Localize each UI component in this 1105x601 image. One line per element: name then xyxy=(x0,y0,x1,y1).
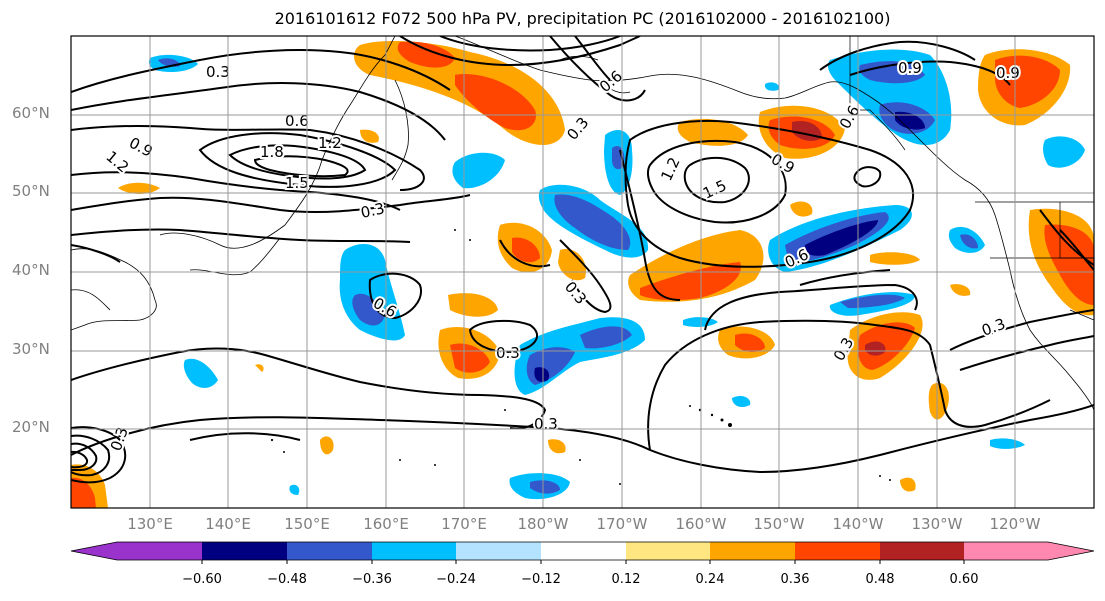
lon-label: 160°W xyxy=(675,515,727,533)
colorbar-segment xyxy=(1048,542,1094,560)
lat-label: 50°N xyxy=(12,182,50,200)
contour-label: 0.3 xyxy=(534,415,558,433)
colorbar-tick-label: 0.48 xyxy=(865,572,895,587)
pv-contours xyxy=(71,36,1094,484)
lat-label: 30°N xyxy=(12,340,50,358)
colorbar-tick-label: −0.36 xyxy=(352,572,392,587)
colorbar-tick-label: −0.12 xyxy=(521,572,561,587)
map-title: 2016101612 F072 500 hPa PV, precipitatio… xyxy=(274,9,891,28)
colorbar-tick-label: 0.60 xyxy=(949,572,979,587)
lon-label: 130°E xyxy=(127,515,173,533)
lon-label: 120°W xyxy=(989,515,1041,533)
lon-label: 160°E xyxy=(363,515,409,533)
lat-label: 60°N xyxy=(12,104,50,122)
colorbar-tick-label: −0.48 xyxy=(267,572,307,587)
contour-label: 1.2 xyxy=(318,134,342,152)
colorbar-segment xyxy=(287,542,372,560)
colorbar-tick-label: 0.36 xyxy=(780,572,810,587)
contour-label: 0.3 xyxy=(496,344,520,362)
lon-label: 150°E xyxy=(284,515,330,533)
colorbar-segment xyxy=(541,542,626,560)
contour-label: 0.3 xyxy=(563,114,592,144)
colorbar-segment xyxy=(71,542,117,560)
contour-label: 0.3 xyxy=(979,315,1008,340)
colorbar-tick-label: 0.24 xyxy=(695,572,725,587)
contour-label: 0.6 xyxy=(596,67,626,96)
colorbar-segment xyxy=(117,542,202,560)
contour-label: 0.3 xyxy=(206,63,230,81)
colorbar-segment xyxy=(626,542,710,560)
lon-label: 140°E xyxy=(205,515,251,533)
colorbar-tick-label: −0.24 xyxy=(436,572,476,587)
colorbar xyxy=(70,541,1095,564)
lon-label: 180°W xyxy=(517,515,569,533)
lon-label: 140°W xyxy=(832,515,884,533)
contour-label: 0.3 xyxy=(359,199,386,222)
colorbar-segment xyxy=(456,542,541,560)
lat-label: 40°N xyxy=(12,261,50,279)
lon-label: 130°W xyxy=(911,515,963,533)
map-frame xyxy=(70,35,1095,509)
precip-negative-shading xyxy=(148,49,1085,500)
colorbar-outline xyxy=(70,541,1095,561)
colorbar-segment xyxy=(964,542,1048,560)
contour-label: 1.2 xyxy=(657,154,683,183)
contour-label: 0.3 xyxy=(561,278,590,308)
colorbar-segment xyxy=(710,542,795,560)
lat-label: 20°N xyxy=(12,418,50,436)
colorbar-segment xyxy=(372,542,456,560)
lon-label: 170°E xyxy=(441,515,487,533)
contour-label: 1.8 xyxy=(260,143,284,161)
lon-label: 150°W xyxy=(753,515,805,533)
colorbar-segment xyxy=(880,542,964,560)
colorbar-segment xyxy=(795,542,880,560)
contour-label: 0.9 xyxy=(126,134,156,161)
graticule xyxy=(71,36,1094,508)
colorbar-tick-label: 0.12 xyxy=(611,572,641,587)
contour-label: 1.5 xyxy=(285,174,309,192)
contour-label: 0.9 xyxy=(996,64,1020,82)
contour-label: 0.9 xyxy=(898,59,922,77)
lon-label: 170°W xyxy=(596,515,648,533)
colorbar-segment xyxy=(202,542,287,560)
contour-label: 1.5 xyxy=(700,176,729,202)
colorbar-tick-label: −0.60 xyxy=(182,572,222,587)
